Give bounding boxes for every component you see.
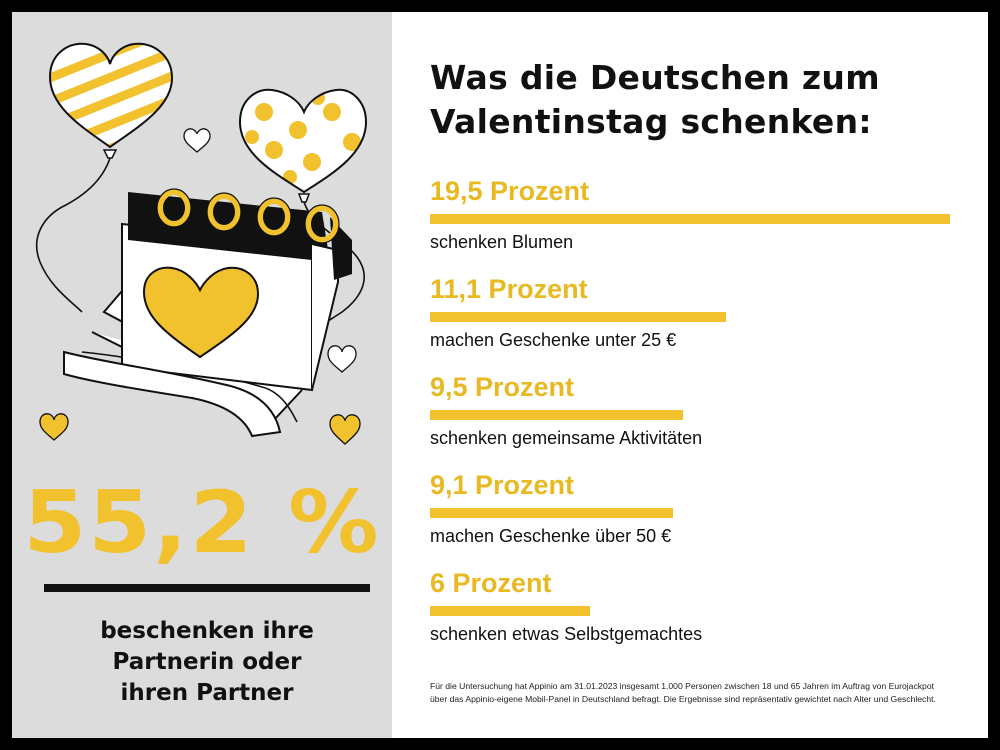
bar-category-label: schenken etwas Selbstgemachtes	[430, 624, 703, 644]
small-heart-icon	[183, 128, 211, 153]
bar-category-label: schenken Blumen	[430, 232, 574, 252]
small-yellow-heart-icon	[39, 413, 69, 441]
headline-percentage: 55,2 %	[23, 473, 381, 573]
valentine-calendar-illustration	[35, 42, 368, 445]
bar	[430, 410, 683, 420]
footnote: Für die Untersuchung hat Appinio am 31.0…	[430, 681, 936, 704]
calendar-icon	[63, 188, 352, 438]
left-panel: 55,2 % beschenken ihre Partnerin oder ih…	[12, 12, 392, 738]
dotted-heart-balloon-icon	[238, 88, 368, 335]
bar-category-label: machen Geschenke unter 25 €	[430, 330, 677, 350]
bar-category-label: machen Geschenke über 50 €	[430, 526, 672, 546]
bar	[430, 508, 673, 518]
bar-value-label: 6 Prozent	[430, 568, 552, 598]
bar-value-label: 9,1 Prozent	[430, 470, 575, 500]
bar	[430, 312, 726, 322]
bar	[430, 606, 590, 616]
small-yellow-heart-icon	[329, 414, 361, 445]
small-heart-icon	[327, 345, 357, 373]
heart-icon	[142, 266, 260, 359]
bar-value-label: 9,5 Prozent	[430, 372, 575, 402]
bar-value-label: 19,5 Prozent	[430, 176, 590, 206]
page-title: Was die Deutschen zum Valentinstag schen…	[430, 58, 880, 141]
right-panel: Was die Deutschen zum Valentinstag schen…	[392, 12, 988, 738]
bar	[430, 214, 950, 224]
headline-caption: beschenken ihre Partnerin oder ihren Par…	[100, 618, 314, 706]
bar-value-label: 11,1 Prozent	[430, 274, 588, 304]
bar-category-label: schenken gemeinsame Aktivitäten	[430, 428, 703, 448]
divider	[44, 584, 370, 592]
